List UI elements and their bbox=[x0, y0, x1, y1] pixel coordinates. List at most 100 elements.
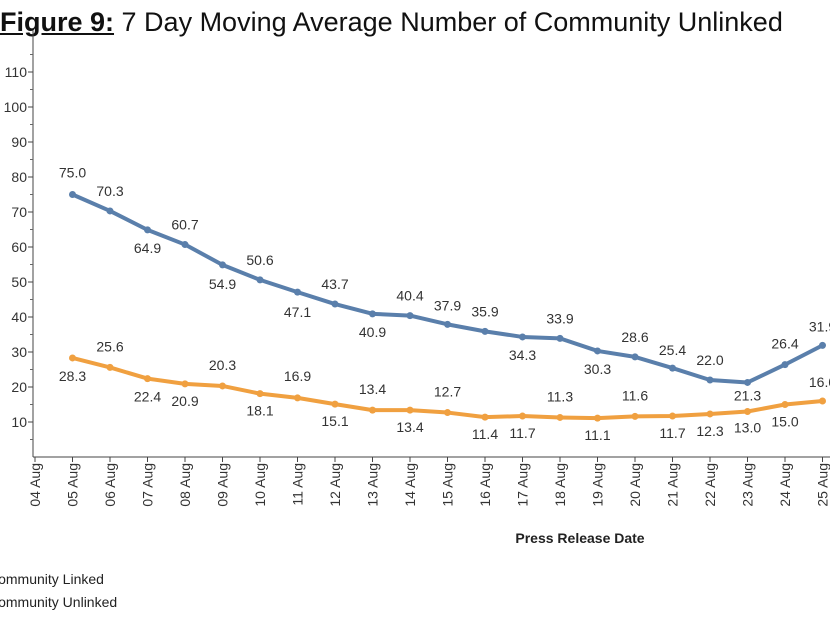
data-label-community-unlinked: 22.4 bbox=[134, 389, 161, 405]
data-point-community-unlinked bbox=[556, 413, 564, 421]
x-tick-label: 06 Aug bbox=[102, 463, 118, 507]
x-tick-label: 14 Aug bbox=[402, 463, 418, 507]
line-chart: 10 20 30 40 50 60 70 80 90 100 110 04 Aug 05 Aug 06 … bbox=[4, 30, 830, 546]
data-point-community-unlinked bbox=[706, 410, 714, 418]
data-label-community-unlinked: 15.0 bbox=[771, 414, 798, 430]
x-tick-label: 08 Aug bbox=[177, 463, 193, 507]
x-tick-label: 09 Aug bbox=[215, 463, 231, 507]
data-label-community-linked: 47.1 bbox=[284, 304, 311, 320]
data-point-community-unlinked bbox=[631, 412, 639, 420]
y-tick-label: 20 bbox=[11, 379, 27, 395]
data-point-community-linked bbox=[819, 341, 826, 349]
data-label-community-unlinked: 18.1 bbox=[246, 403, 273, 419]
data-label-community-unlinked: 12.7 bbox=[434, 384, 461, 400]
data-point-community-linked bbox=[219, 261, 226, 269]
data-point-community-unlinked bbox=[256, 390, 264, 398]
x-tick-label: 25 Aug bbox=[815, 463, 830, 507]
y-tick-label: 80 bbox=[11, 169, 27, 185]
data-label-community-linked: 33.9 bbox=[546, 310, 573, 326]
data-label-community-linked: 31.9 bbox=[809, 318, 830, 334]
data-point-community-linked bbox=[181, 241, 189, 249]
data-label-community-linked: 35.9 bbox=[471, 303, 498, 319]
x-tick-label: 18 Aug bbox=[552, 463, 568, 507]
data-label-community-linked: 40.9 bbox=[359, 324, 386, 340]
data-point-community-unlinked bbox=[744, 408, 751, 415]
data-point-community-unlinked bbox=[69, 354, 76, 362]
x-tick-label: 12 Aug bbox=[327, 463, 343, 507]
data-point-community-linked bbox=[631, 353, 639, 361]
x-tick-label: 19 Aug bbox=[590, 463, 606, 507]
data-point-community-linked bbox=[369, 310, 376, 318]
data-point-community-linked bbox=[444, 320, 451, 328]
data-label-community-linked: 21.3 bbox=[734, 387, 761, 403]
y-tick-label: 90 bbox=[11, 134, 27, 150]
x-tick-label: 24 Aug bbox=[777, 463, 793, 507]
data-label-community-unlinked: 20.3 bbox=[209, 357, 236, 373]
data-label-community-linked: 40.4 bbox=[396, 288, 423, 304]
x-tick-label: 20 Aug bbox=[627, 463, 643, 507]
data-label-community-unlinked: 25.6 bbox=[96, 338, 123, 354]
data-label-community-linked: 64.9 bbox=[134, 240, 161, 256]
data-label-community-unlinked: 13.4 bbox=[396, 419, 423, 435]
data-label-community-unlinked: 28.3 bbox=[59, 368, 86, 384]
x-tick-label: 15 Aug bbox=[440, 463, 456, 507]
data-label-community-linked: 75.0 bbox=[59, 165, 86, 181]
data-label-community-unlinked: 11.1 bbox=[584, 427, 610, 443]
x-tick-label: 05 Aug bbox=[65, 463, 81, 507]
data-label-community-linked: 28.6 bbox=[621, 329, 648, 345]
data-point-community-unlinked bbox=[444, 409, 451, 417]
data-label-community-linked: 34.3 bbox=[509, 347, 536, 363]
data-point-community-unlinked bbox=[819, 397, 826, 405]
data-label-community-unlinked: 16.0 bbox=[809, 374, 830, 390]
data-point-community-linked bbox=[744, 378, 751, 386]
data-point-community-unlinked bbox=[144, 375, 151, 383]
data-point-community-unlinked bbox=[519, 412, 526, 420]
x-tick-label: 04 Aug bbox=[27, 463, 43, 507]
y-axis: 10 20 30 40 50 60 70 80 90 100 110 bbox=[4, 30, 34, 457]
y-tick-label: 30 bbox=[11, 344, 27, 360]
data-point-community-linked bbox=[69, 191, 76, 198]
y-tick-label: 60 bbox=[11, 239, 27, 255]
data-point-community-linked bbox=[256, 276, 264, 284]
data-point-community-unlinked bbox=[669, 412, 676, 420]
data-point-community-linked bbox=[706, 376, 714, 384]
data-label-community-unlinked: 15.1 bbox=[321, 413, 348, 429]
data-point-community-linked bbox=[519, 333, 526, 341]
data-label-community-unlinked: 16.9 bbox=[284, 368, 311, 384]
data-point-community-unlinked bbox=[219, 382, 226, 390]
chart-title: Figure 9: 7 Day Moving Average Number of… bbox=[0, 2, 830, 42]
data-label-community-unlinked: 13.4 bbox=[359, 381, 386, 397]
data-label-community-unlinked: 20.9 bbox=[171, 393, 198, 409]
data-point-community-unlinked bbox=[294, 394, 301, 402]
data-label-community-linked: 22.0 bbox=[696, 352, 723, 368]
y-tick-label: 40 bbox=[11, 309, 27, 325]
y-tick-label: 70 bbox=[11, 204, 27, 220]
data-label-community-linked: 25.4 bbox=[659, 342, 686, 358]
data-label-community-unlinked: 13.0 bbox=[734, 420, 761, 436]
data-point-community-linked bbox=[294, 288, 301, 296]
data-point-community-linked bbox=[481, 327, 489, 335]
data-label-community-linked: 26.4 bbox=[771, 336, 798, 352]
data-label-community-linked: 43.7 bbox=[321, 276, 348, 292]
x-axis-title: Press Release Date bbox=[515, 530, 644, 546]
data-point-community-linked bbox=[556, 334, 564, 342]
data-label-community-linked: 30.3 bbox=[584, 361, 611, 377]
x-tick-label: 10 Aug bbox=[252, 463, 268, 507]
data-point-community-linked bbox=[331, 300, 339, 308]
data-label-community-unlinked: 11.4 bbox=[472, 426, 498, 442]
y-tick-label: 50 bbox=[11, 274, 27, 290]
x-axis: 04 Aug 05 Aug 06 Aug 07 Aug 08 Aug 09 Aug 10 A… bbox=[27, 456, 830, 507]
data-label-community-linked: 37.9 bbox=[434, 297, 461, 313]
legend: Community Linked Community Unlinked bbox=[0, 568, 129, 614]
data-point-community-unlinked bbox=[481, 413, 489, 421]
data-label-community-linked: 50.6 bbox=[246, 252, 273, 268]
x-tick-label: 11 Aug bbox=[290, 463, 306, 506]
data-point-community-unlinked bbox=[781, 401, 789, 408]
data-point-community-linked bbox=[406, 312, 414, 320]
data-point-community-linked bbox=[669, 364, 676, 372]
y-tick-label: 110 bbox=[5, 64, 28, 80]
figure-number: Figure 9: bbox=[0, 7, 115, 37]
x-tick-label: 23 Aug bbox=[740, 463, 756, 507]
data-label-community-unlinked: 11.7 bbox=[509, 425, 535, 441]
data-point-community-unlinked bbox=[331, 400, 339, 408]
